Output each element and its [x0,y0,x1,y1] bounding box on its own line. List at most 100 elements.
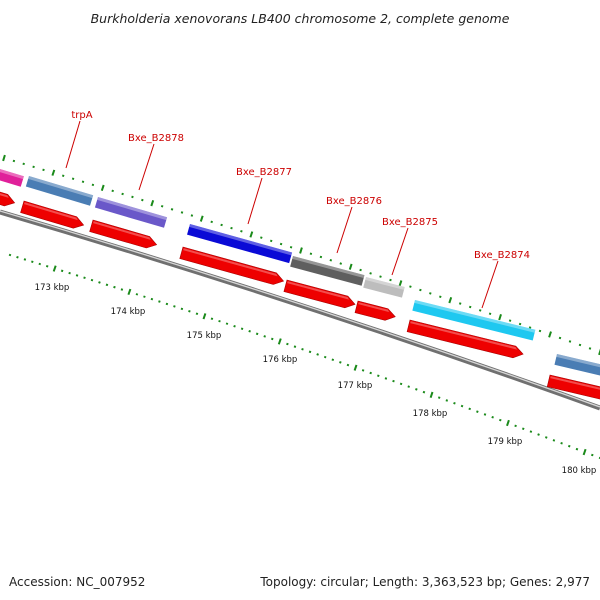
minor-tick [143,295,146,298]
gene-bar-trpa[interactable] [25,176,94,206]
gene-label-bxe-b2876[interactable]: Bxe_B2876 [326,196,382,254]
minor-tick [339,361,342,364]
minor-tick [591,453,594,457]
minor-tick [476,410,479,413]
major-tick [127,288,132,296]
minor-tick [31,260,34,264]
minor-tick [499,418,502,422]
cds-arrow-highlight [410,321,518,350]
major-tick [100,184,105,192]
svg-text:Bxe_B2878: Bxe_B2878 [128,133,184,144]
minor-tick [210,220,213,224]
minor-tick [90,278,94,282]
minor-tick [415,388,418,391]
gene-bar-bxe-b2875[interactable] [363,277,405,298]
minor-tick [240,327,244,331]
minor-tick [560,441,563,445]
minor-tick [468,407,471,411]
gene-bar-partial-left[interactable] [0,160,24,187]
minor-tick [514,424,517,428]
minor-tick [568,340,572,343]
gene-label-trpa[interactable]: trpA [65,110,93,169]
minor-tick [323,355,327,359]
minor-tick [150,297,154,301]
minor-tick [68,271,71,275]
major-tick [277,338,282,345]
cds-arrow-shape [406,319,524,359]
minor-tick [346,363,350,367]
gene-bar-bxe-b2878[interactable] [94,197,168,228]
minor-tick [75,274,79,277]
major-tick [348,263,353,270]
minor-tick [518,322,522,326]
major-tick [299,247,303,254]
minor-tick [255,332,259,336]
cds-arrow[interactable] [406,319,524,360]
minor-tick [319,255,323,259]
minor-tick [269,239,273,243]
minor-tick [301,347,304,351]
cds-arrow-shape [20,200,85,229]
minor-tick [210,317,214,321]
gene-label-bxe-b2877[interactable]: Bxe_B2877 [236,167,292,225]
minor-tick [22,162,25,166]
minor-tick [190,214,194,217]
minor-tick [113,285,116,289]
minor-tick [588,347,592,350]
minor-tick [331,358,335,362]
minor-tick [91,183,95,187]
cds-arrow[interactable] [179,246,285,287]
minor-tick [233,324,236,328]
cds-arrow-highlight [287,281,350,300]
minor-tick [32,165,35,169]
gene-label-bxe-b2874[interactable]: Bxe_B2874 [474,250,530,309]
cds-arrow[interactable] [20,200,86,231]
cds-arrow[interactable] [89,219,159,250]
gene-bar-bxe-b2874[interactable] [412,300,536,341]
gene-label-bxe-b2875[interactable]: Bxe_B2875 [382,217,438,276]
cds-arrow-shape [283,279,356,309]
cds-arrow[interactable] [283,279,357,310]
cds-arrow-shape [89,219,158,249]
cds-arrow-highlight [93,221,151,240]
minor-tick [529,430,533,433]
gene-bar-partial-right[interactable] [554,354,600,379]
cds-arrow[interactable] [354,300,397,323]
cds-arrow-shape [354,300,396,321]
minor-tick [173,305,176,308]
cds-track [0,185,600,403]
scale-label: 176 kbp [263,355,298,365]
minor-tick [567,444,571,448]
minor-tick [158,300,161,303]
cds-arrow[interactable] [546,374,600,403]
minor-tick [483,413,487,416]
cds-arrow-highlight [183,248,278,277]
minor-tick [538,329,542,333]
minor-tick [180,307,184,311]
gene-bar-bxe-b2876[interactable] [290,256,365,286]
backbone [0,209,600,411]
major-tick [506,419,510,427]
major-tick [51,169,56,176]
cds-arrow[interactable] [0,185,16,209]
major-tick [548,331,552,338]
minor-tick [578,343,582,347]
gene-label-bxe-b2878[interactable]: Bxe_B2878 [128,133,184,191]
minor-tick [279,242,283,246]
minor-tick [286,342,289,346]
minor-tick [120,288,124,291]
gene-bar-bxe-b2877[interactable] [187,224,293,264]
accession-text: Accession: NC_007952 [9,575,145,589]
map-title: Burkholderia xenovorans LB400 chromosome… [91,11,510,26]
minor-tick [439,295,442,299]
cds-arrow-highlight [0,187,9,198]
minor-tick [180,211,184,214]
major-tick [199,215,204,222]
minor-tick [240,229,243,233]
svg-text:Bxe_B2877: Bxe_B2877 [236,167,292,178]
svg-text:Bxe_B2876: Bxe_B2876 [326,196,382,207]
minor-tick [419,288,422,292]
minor-tick [42,168,45,172]
minor-tick [188,309,191,313]
